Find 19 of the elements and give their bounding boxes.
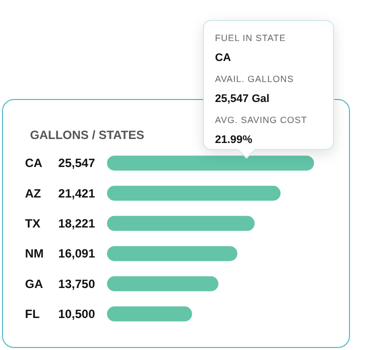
data-label: 13,750 — [58, 276, 96, 291]
bar — [107, 246, 238, 262]
bar — [107, 156, 314, 171]
bar — [107, 306, 192, 322]
data-label: 21,421 — [58, 186, 96, 200]
data-label: 16,091 — [58, 246, 96, 261]
y-tick-label: TX — [25, 216, 40, 230]
bar — [107, 186, 281, 201]
y-tick-label: FL — [25, 306, 40, 321]
data-label: 10,500 — [58, 306, 96, 321]
y-tick-label: NM — [25, 246, 44, 261]
y-tick-label: GA — [25, 276, 44, 291]
data-label: 25,547 — [58, 156, 96, 170]
data-label: 18,221 — [58, 216, 96, 230]
y-tick-label: CA — [25, 156, 43, 170]
y-tick-label: AZ — [25, 186, 41, 200]
bar — [107, 216, 255, 231]
chart-title: GALLONS / STATES — [30, 128, 144, 142]
bar — [107, 276, 218, 292]
